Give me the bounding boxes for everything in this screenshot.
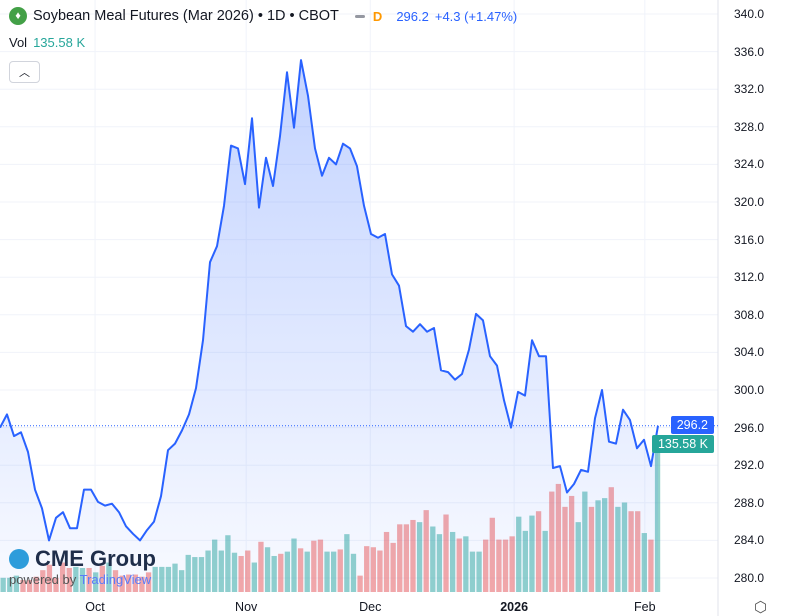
dash-icon [354, 14, 365, 18]
settings-icon[interactable]: ⬡ [754, 599, 768, 616]
last-price: 296.2 [396, 8, 429, 24]
price-tick: 304.0 [734, 345, 765, 360]
price-tick: 292.0 [734, 458, 765, 473]
interval-flag: D [372, 8, 383, 24]
cme-group-logo: CME Group [9, 546, 156, 572]
price-tick: 316.0 [734, 232, 765, 247]
symbol-title[interactable]: Soybean Meal Futures (Mar 2026) • 1D • C… [33, 8, 339, 24]
collapse-legend-button[interactable]: ︿ [9, 61, 40, 83]
price-tick: 308.0 [734, 307, 765, 322]
price-tick: 280.0 [734, 571, 765, 585]
price-tick: 332.0 [734, 82, 765, 97]
price-tick: 288.0 [734, 495, 765, 510]
price-tick: 320.0 [734, 195, 765, 209]
powered-by-tradingview[interactable]: powered by TradingView [9, 572, 151, 587]
time-tick: Dec [359, 600, 382, 614]
volume-value: 135.58 K [33, 35, 86, 50]
tradingview-link[interactable]: TradingView [79, 572, 152, 587]
logo-text: CME Group [35, 546, 156, 571]
price-tick: 296.0 [734, 420, 765, 435]
price-change: +4.3 (+1.47%) [434, 8, 518, 24]
price-tick: 328.0 [734, 119, 765, 134]
price-area-fill [0, 60, 658, 593]
volume-label: Vol [9, 35, 28, 50]
volume-legend: Vol 135.58 K [9, 35, 85, 50]
price-tick: 284.0 [734, 533, 765, 548]
time-tick: 2026 [500, 600, 529, 614]
price-tick: 336.0 [734, 44, 765, 59]
soybean-icon: ♦ [9, 7, 27, 25]
globe-icon [9, 549, 29, 569]
volume-badge: 135.58 K [651, 435, 714, 453]
time-tick: Oct [85, 600, 105, 614]
time-tick: Nov [235, 600, 258, 614]
powered-by-text: powered by [9, 572, 77, 587]
price-tick: 340.0 [734, 7, 765, 21]
price-tick: 300.0 [734, 383, 765, 397]
chevron-up-icon: ︿ [19, 67, 30, 79]
last-price-badge: 296.2 [670, 416, 714, 434]
chart-header: ♦ Soybean Meal Futures (Mar 2026) • 1D •… [9, 7, 523, 25]
price-line [0, 59, 659, 542]
time-tick: Feb [634, 600, 656, 614]
price-tick: 312.0 [734, 270, 765, 285]
price-tick: 324.0 [734, 157, 765, 172]
